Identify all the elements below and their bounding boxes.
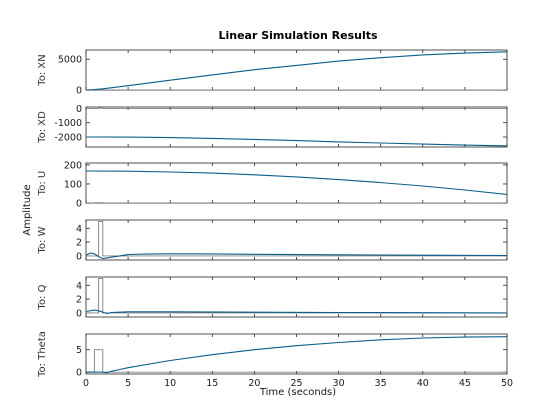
y-tick-label: 0 — [76, 199, 82, 210]
panel-label: To: XN — [37, 54, 48, 86]
response-line — [86, 309, 507, 315]
y-tick-label: 0 — [76, 86, 82, 97]
axes-box — [85, 219, 508, 261]
x-axis-label: Time (seconds) — [259, 387, 336, 398]
chart-title: Linear Simulation Results — [218, 29, 378, 42]
response-line — [86, 170, 507, 195]
axes-box — [85, 333, 508, 375]
x-tick-label: 45 — [459, 378, 471, 389]
subplot-2: 0 100 200 To: U — [37, 160, 508, 210]
subplot-4: 0 2 4 To: Q — [37, 276, 508, 319]
y-tick-label: 2 — [76, 295, 82, 306]
axes-box — [85, 276, 508, 318]
x-tick-label: 5 — [125, 378, 131, 389]
response-line — [86, 51, 507, 90]
panel-label: To: W — [37, 226, 48, 254]
y-tick-label: 5000 — [58, 55, 82, 66]
x-tick-label: 0 — [83, 378, 89, 389]
y-axis-label: Amplitude — [22, 184, 33, 235]
x-tick-label: 30 — [333, 378, 345, 389]
panel-label: To: U — [37, 171, 48, 196]
axes-box — [85, 162, 508, 204]
response-line — [86, 336, 507, 374]
x-tick-label: 40 — [417, 378, 429, 389]
y-tick-label: 200 — [64, 160, 82, 171]
subplot-5: 0 5 To: Theta — [37, 331, 508, 379]
y-tick-label: 4 — [76, 281, 82, 292]
x-tick-label: 10 — [164, 378, 176, 389]
x-tick-label: 20 — [248, 378, 260, 389]
panel-label: To: Theta — [37, 331, 48, 378]
y-tick-label: 2 — [76, 238, 82, 249]
y-tick-label: 0 — [76, 104, 82, 115]
input-signal-line — [86, 277, 507, 314]
y-tick-label: 100 — [64, 179, 82, 190]
y-tick-label: 0 — [76, 308, 82, 319]
panel-label: To: XD — [37, 111, 48, 144]
x-tick-label: 25 — [290, 378, 302, 389]
x-tick-label: 35 — [375, 378, 387, 389]
y-tick-label: 0 — [76, 251, 82, 262]
subplot-1: -2000 -1000 0 To: XD — [37, 104, 508, 148]
response-line — [86, 136, 507, 147]
subplot-0: 0 5000 To: XN — [37, 49, 508, 97]
x-tick-label: 50 — [501, 378, 513, 389]
y-tick-label: -2000 — [54, 133, 82, 144]
y-tick-label: 4 — [76, 224, 82, 235]
x-tick-label: 15 — [206, 378, 218, 389]
y-tick-label: -1000 — [54, 118, 82, 129]
axes-box — [85, 49, 508, 91]
input-signal-line — [86, 220, 507, 257]
y-tick-label: 0 — [76, 368, 82, 379]
y-tick-label: 5 — [76, 345, 82, 356]
panel-label: To: Q — [37, 284, 48, 310]
subplot-3: 0 2 4 To: W — [37, 219, 508, 262]
response-line — [86, 252, 507, 260]
